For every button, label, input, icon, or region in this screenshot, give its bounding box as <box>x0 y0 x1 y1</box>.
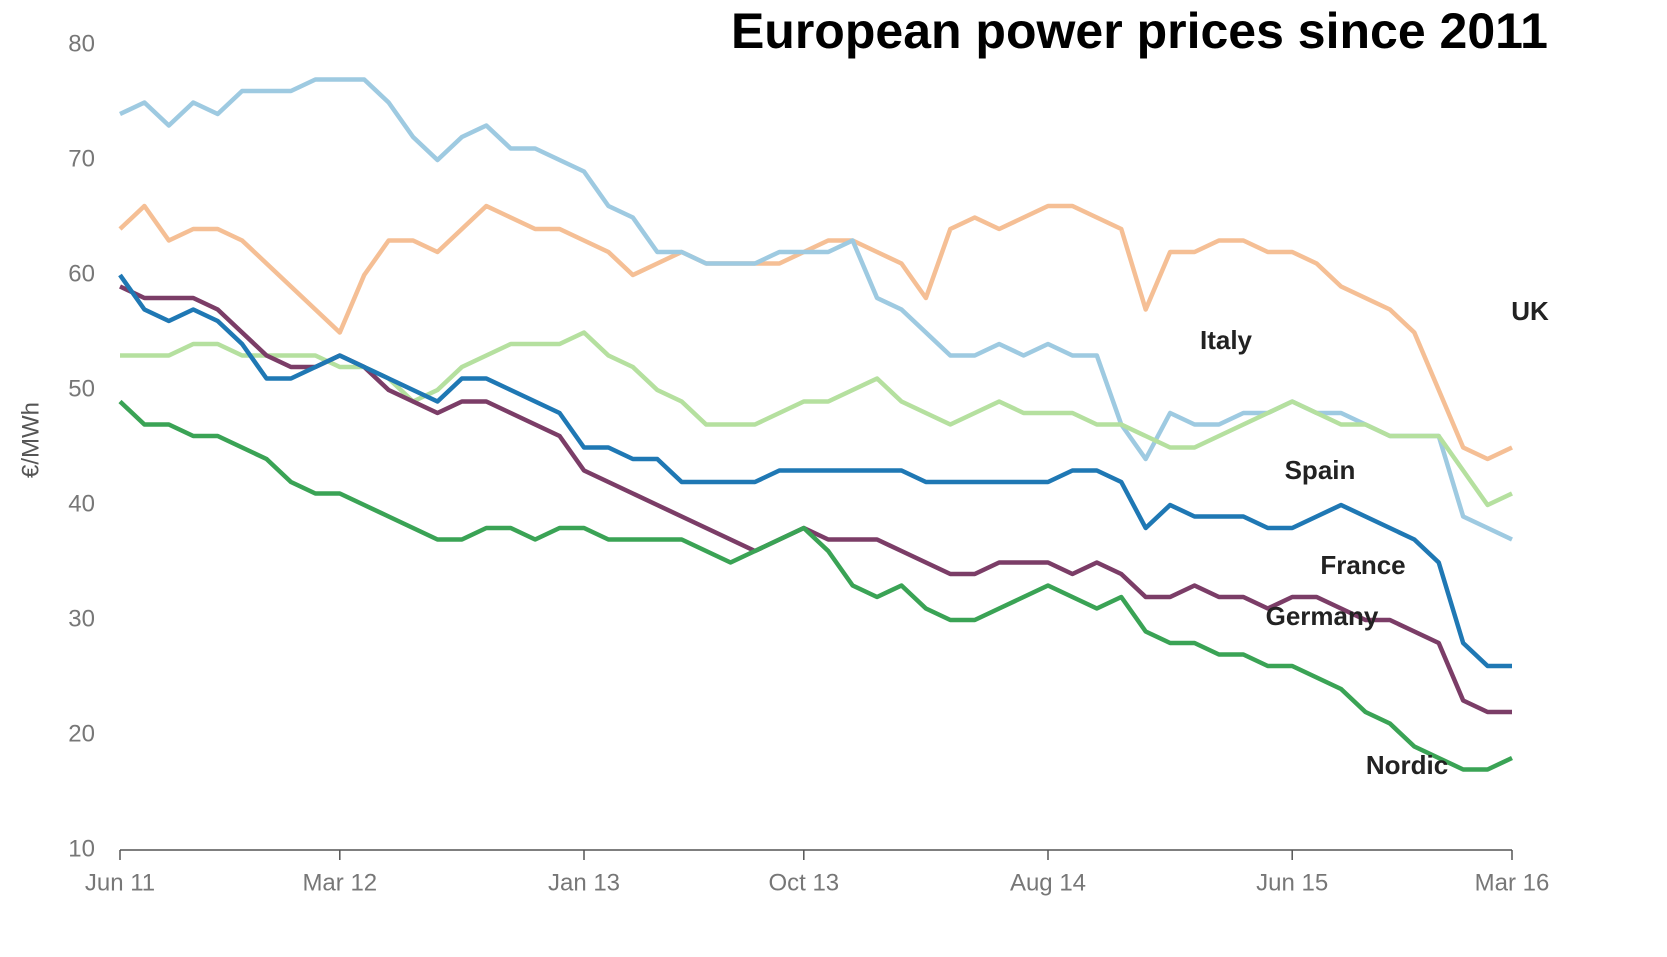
line-label: France <box>1320 550 1405 580</box>
line-label: Nordic <box>1366 750 1448 780</box>
y-axis-label: €/MWh <box>17 402 44 478</box>
x-tick-label: Oct 13 <box>768 869 839 896</box>
series-line <box>118 273 1512 669</box>
y-tick-label: 10 <box>68 835 95 862</box>
y-tick-label: 40 <box>68 490 95 517</box>
y-tick-label: 50 <box>68 375 95 402</box>
chart-title: European power prices since 2011 <box>731 3 1548 59</box>
x-tick-label: Mar 16 <box>1475 869 1550 896</box>
y-tick-label: 30 <box>68 605 95 632</box>
y-tick-label: 70 <box>68 145 95 172</box>
x-tick-label: Jan 13 <box>548 869 620 896</box>
series-line <box>120 330 1513 508</box>
series-line <box>119 284 1512 715</box>
y-tick-label: 20 <box>68 720 95 747</box>
y-tick-label: 60 <box>68 260 95 287</box>
line-label: Germany <box>1266 601 1379 631</box>
x-tick-label: Mar 12 <box>302 869 377 896</box>
series-line <box>118 399 1513 772</box>
series-line <box>118 203 1513 462</box>
x-tick-label: Jun 15 <box>1256 869 1328 896</box>
line-label: Spain <box>1285 455 1356 485</box>
line-label: Italy <box>1200 325 1253 355</box>
line-label: UK <box>1511 296 1549 326</box>
x-tick-label: Aug 14 <box>1010 869 1086 896</box>
y-tick-label: 80 <box>68 30 95 57</box>
x-tick-label: Jun 11 <box>85 869 155 896</box>
